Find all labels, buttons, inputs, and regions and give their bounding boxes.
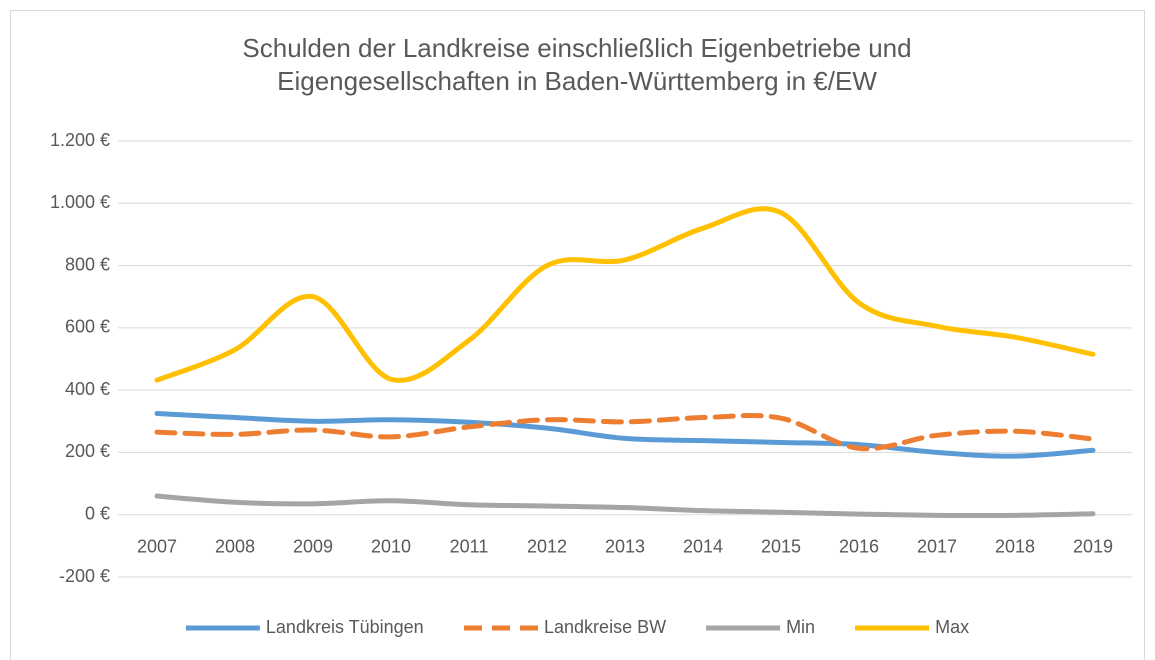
- y-tick-label: 1.000 €: [50, 192, 110, 212]
- legend-label: Max: [935, 617, 969, 637]
- x-tick-label: 2012: [527, 536, 567, 556]
- y-tick-label: 800 €: [65, 254, 110, 274]
- x-tick-label: 2011: [450, 536, 489, 556]
- legend-label: Min: [786, 617, 815, 637]
- series-line: [154, 493, 1096, 519]
- x-tick-label: 2007: [137, 536, 177, 556]
- y-tick-label: 600 €: [65, 317, 110, 337]
- y-tick-label: 1.200 €: [50, 130, 110, 150]
- chart-frame: [10, 10, 1145, 660]
- y-tick-label: 200 €: [65, 441, 110, 461]
- x-tick-label: 2015: [761, 536, 801, 556]
- y-tick-label: 0 €: [85, 503, 110, 523]
- series-line: [154, 413, 1096, 452]
- legend-label: Landkreise BW: [544, 617, 666, 637]
- legend-label: Landkreis Tübingen: [266, 617, 424, 637]
- x-tick-label: 2010: [371, 536, 411, 556]
- chart-title: Eigengesellschaften in Baden-Württemberg…: [277, 66, 877, 96]
- x-tick-label: 2019: [1073, 536, 1113, 556]
- x-tick-label: 2014: [683, 536, 723, 556]
- series-line: [154, 411, 1096, 459]
- chart-title: Schulden der Landkreise einschließlich E…: [242, 33, 911, 63]
- y-tick-label: 400 €: [65, 379, 110, 399]
- x-tick-label: 2013: [605, 536, 645, 556]
- x-tick-label: 2017: [917, 536, 957, 556]
- x-tick-label: 2016: [839, 536, 879, 556]
- x-tick-label: 2018: [995, 536, 1035, 556]
- x-tick-label: 2009: [293, 536, 333, 556]
- series-line: [154, 206, 1096, 383]
- x-tick-label: 2008: [215, 536, 255, 556]
- y-tick-label: -200 €: [59, 566, 110, 586]
